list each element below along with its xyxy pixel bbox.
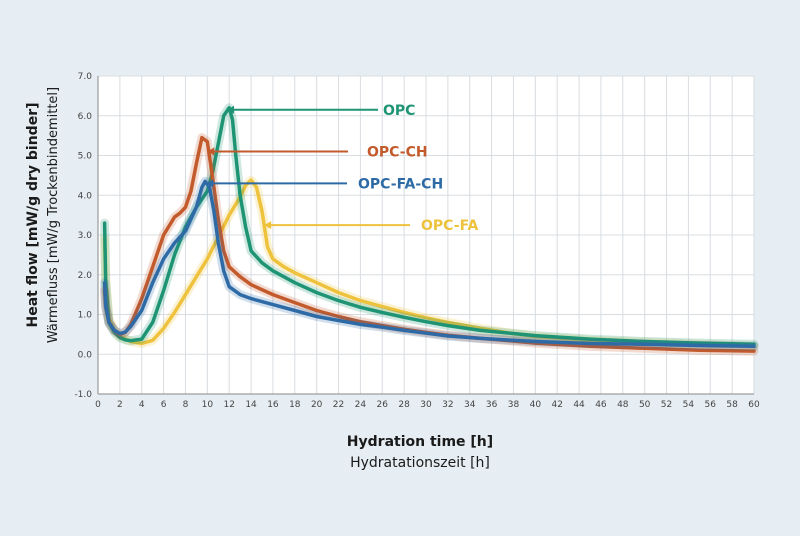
x-tick-label: 22 xyxy=(333,400,344,410)
y-tick-label: 6.0 xyxy=(78,112,93,122)
x-tick-label: 12 xyxy=(223,400,234,410)
x-tick-label: 42 xyxy=(551,400,562,410)
x-tick-label: 2 xyxy=(117,400,123,410)
x-tick-label: 24 xyxy=(355,400,367,410)
x-tick-label: 4 xyxy=(139,400,145,410)
series-line-opc-fa-ch xyxy=(102,179,756,349)
x-tick-label: 38 xyxy=(508,400,520,410)
y-tick-label: 7.0 xyxy=(78,72,93,82)
callout-arrow-opc-ch xyxy=(207,147,215,156)
x-tick-label: 16 xyxy=(267,400,279,410)
callout-arrow-opc-fa xyxy=(264,221,272,230)
x-axis-label: Hydration time [h] xyxy=(347,434,493,450)
x-tick-label: 28 xyxy=(398,400,410,410)
series-line-opc-fa xyxy=(102,178,756,349)
x-tick-label: 6 xyxy=(161,400,167,410)
x-tick-label: 20 xyxy=(311,400,323,410)
axes xyxy=(97,76,754,395)
y-tick-label: 1.0 xyxy=(78,311,93,321)
callout-label-opc: OPC xyxy=(383,103,415,119)
x-tick-label: 60 xyxy=(748,400,760,410)
y-tick-label: 4.0 xyxy=(78,191,93,201)
y-tick-label: 0.0 xyxy=(78,350,93,360)
ticks: 0 2 4 6 8 10 12 14 16 18 20 22 24 26 28 30 32 34 36 38 40 42 4… xyxy=(74,72,760,410)
series-line-opc xyxy=(102,106,756,347)
series-layer xyxy=(100,103,759,356)
y-tick-label: 3.0 xyxy=(78,231,93,241)
x-tick-label: 8 xyxy=(183,400,189,410)
x-tick-label: 18 xyxy=(289,400,301,410)
x-tick-label: 50 xyxy=(639,400,651,410)
y-tick-label: -1.0 xyxy=(74,390,92,400)
x-tick-label: 46 xyxy=(595,400,607,410)
callout-arrow-opc xyxy=(227,105,235,114)
x-tick-label: 52 xyxy=(661,400,672,410)
callout-label-opc-fa: OPC-FA xyxy=(421,218,479,234)
y-axis-label: Heat flow [mW/g dry binder] xyxy=(25,103,41,328)
x-tick-label: 0 xyxy=(95,400,101,410)
x-tick-label: 54 xyxy=(683,400,695,410)
callout-arrow-opc-fa-ch xyxy=(206,179,214,188)
x-tick-label: 14 xyxy=(245,400,257,410)
callout-label-opc-ch: OPC-CH xyxy=(367,145,428,161)
x-tick-label: 34 xyxy=(464,400,476,410)
x-tick-label: 30 xyxy=(420,400,432,410)
y-tick-label: 5.0 xyxy=(78,152,93,162)
x-tick-label: 48 xyxy=(617,400,629,410)
x-tick-label: 10 xyxy=(202,400,214,410)
x-tick-label: 58 xyxy=(726,400,738,410)
y-axis-label-secondary: Wärmefluss [mW/g Trockenbindemittel] xyxy=(46,87,61,343)
callout-label-opc-fa-ch: OPC-FA-CH xyxy=(358,176,443,192)
y-tick-label: 2.0 xyxy=(78,271,93,281)
x-tick-label: 36 xyxy=(486,400,498,410)
x-tick-label: 56 xyxy=(705,400,717,410)
x-tick-label: 32 xyxy=(442,400,453,410)
x-tick-label: 44 xyxy=(573,400,585,410)
callout-layer: OPC OPC-CH OPC-FA-CH OPC-FA xyxy=(206,103,479,234)
x-tick-label: 26 xyxy=(377,400,389,410)
x-tick-label: 40 xyxy=(530,400,542,410)
x-axis-label-secondary: Hydratationszeit [h] xyxy=(350,455,490,471)
